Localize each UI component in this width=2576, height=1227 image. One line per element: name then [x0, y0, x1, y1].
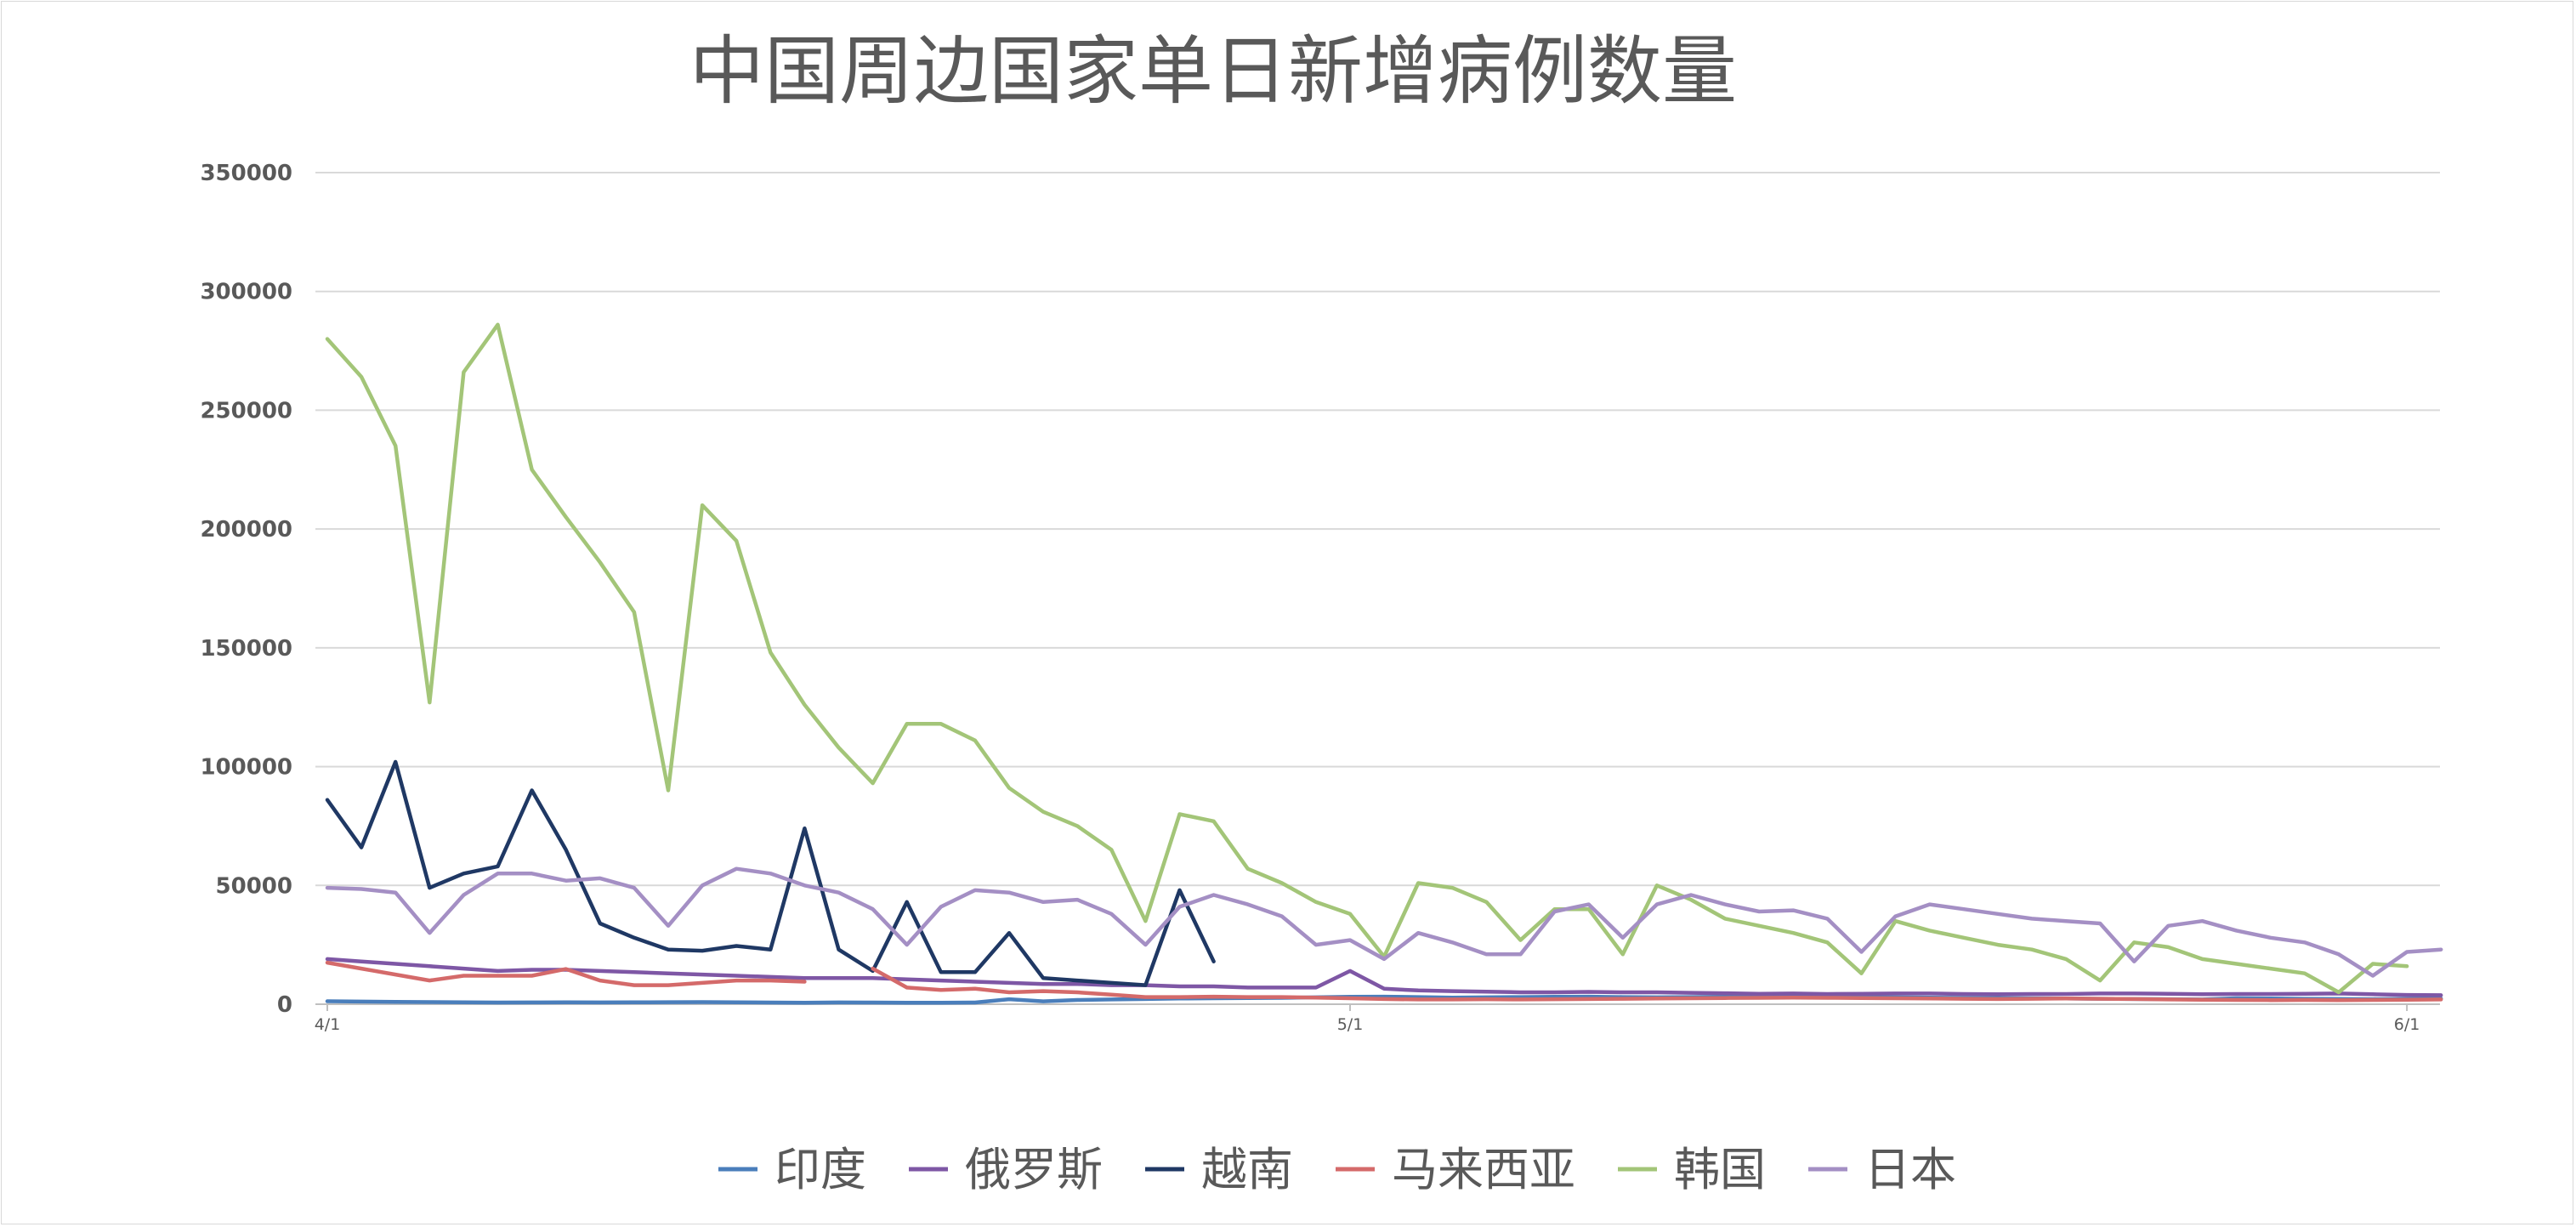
chart-title: 中国周边国家单日新增病例数量	[689, 27, 1737, 115]
legend-label: 印度	[775, 1143, 866, 1196]
y-tick-label: 250000	[200, 398, 292, 423]
y-axis-tick-labels: 0 50000 100000 150000 200000 250000 300000 3500…	[200, 161, 292, 1018]
legend-item: 俄罗斯	[909, 1143, 1103, 1196]
legend-label: 马来西亚	[1392, 1143, 1575, 1196]
y-tick-label: 50000	[216, 873, 292, 899]
x-tick-label: 5/1	[1337, 1015, 1364, 1034]
legend-label: 韩国	[1674, 1143, 1766, 1196]
series-line-1	[325, 957, 2443, 997]
legend-label: 日本	[1864, 1143, 1956, 1196]
y-tick-label: 150000	[200, 636, 292, 662]
legend-item: 印度	[718, 1143, 866, 1196]
legend-label: 越南	[1201, 1143, 1293, 1196]
legend-label: 俄罗斯	[965, 1143, 1103, 1196]
x-tick-label: 6/1	[2394, 1015, 2420, 1034]
x-axis-tick-labels: 4/1 5/1 6/1	[315, 1015, 2420, 1034]
gridlines	[315, 172, 2440, 1011]
legend-item: 日本	[1808, 1143, 1956, 1196]
y-tick-label: 300000	[200, 280, 292, 305]
series-line-4	[325, 322, 2409, 995]
legend: 印度 俄罗斯 越南 马来西亚 韩国 日本	[718, 1143, 1956, 1196]
y-tick-label: 100000	[200, 755, 292, 781]
legend-item: 越南	[1145, 1143, 1293, 1196]
x-tick-label: 4/1	[315, 1015, 341, 1034]
legend-item: 韩国	[1618, 1143, 1766, 1196]
series-line-5	[325, 866, 2443, 978]
y-tick-label: 350000	[200, 161, 292, 186]
y-tick-label: 200000	[200, 517, 292, 542]
legend-item: 马来西亚	[1336, 1143, 1575, 1196]
y-tick-label: 0	[277, 992, 292, 1018]
series-line-2	[325, 759, 1216, 987]
series-line-3	[325, 960, 2443, 1003]
series-lines	[325, 322, 2443, 1005]
